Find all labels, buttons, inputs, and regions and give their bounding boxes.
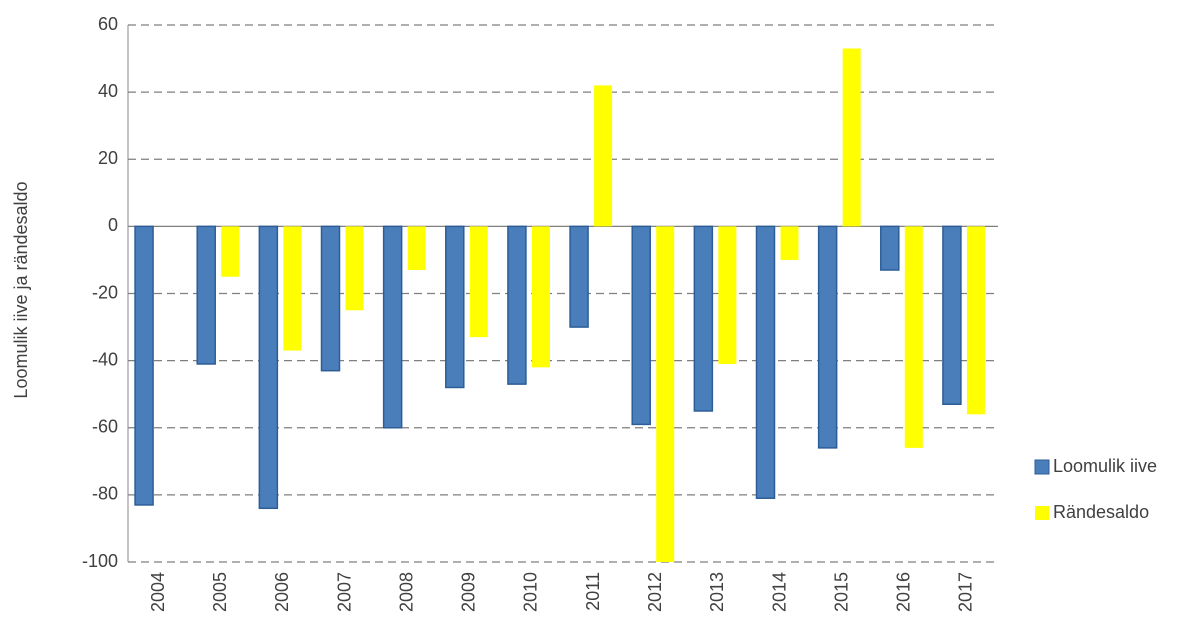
x-tick-label: 2007	[334, 572, 354, 612]
bar	[258, 225, 279, 510]
bar	[382, 225, 403, 429]
x-tick-label: 2005	[210, 572, 230, 612]
bar	[966, 226, 985, 415]
x-tick-label: 2012	[645, 572, 665, 612]
x-tick-label: 2016	[894, 572, 914, 612]
x-tick-label: 2006	[272, 572, 292, 612]
y-tick-label: 40	[98, 81, 118, 101]
y-tick-label: -80	[92, 484, 118, 504]
bar	[531, 226, 550, 368]
x-tick-label: 2015	[831, 572, 851, 612]
x-tick-label: 2014	[769, 572, 789, 612]
bar	[507, 225, 527, 385]
bar	[780, 226, 799, 260]
bar	[904, 226, 923, 448]
bar	[718, 226, 737, 364]
y-axis-label: Loomulik iive ja rändesaldo	[11, 181, 31, 398]
bar	[320, 225, 341, 372]
bar	[942, 225, 962, 406]
bar	[469, 226, 488, 338]
bar	[842, 48, 861, 227]
x-tick-label: 2010	[521, 572, 541, 612]
bar	[569, 225, 589, 328]
bar	[407, 226, 426, 271]
bar	[880, 225, 900, 271]
x-tick-label: 2009	[459, 572, 479, 612]
legend-swatch	[1035, 506, 1049, 520]
y-tick-label: -60	[92, 417, 118, 437]
bar	[345, 226, 364, 311]
bar	[631, 225, 651, 426]
bar	[134, 225, 154, 506]
x-tick-label: 2017	[956, 572, 976, 612]
bar	[656, 226, 675, 562]
y-tick-label: -40	[92, 349, 118, 369]
legend-label: Rändesaldo	[1053, 502, 1149, 522]
y-tick-label: 0	[108, 215, 118, 235]
bar	[693, 225, 714, 412]
x-tick-label: 2008	[396, 572, 416, 612]
x-tick-label: 2004	[148, 572, 168, 612]
y-tick-label: 20	[98, 148, 118, 168]
x-tick-label: 2011	[583, 572, 603, 611]
legend-label: Loomulik iive	[1053, 456, 1157, 476]
bar	[221, 226, 240, 277]
bar	[196, 225, 216, 365]
legend-swatch	[1034, 459, 1050, 475]
bar	[283, 226, 302, 351]
bar	[594, 85, 613, 227]
y-tick-label: 60	[98, 14, 118, 34]
bar	[755, 225, 776, 499]
y-tick-label: -20	[92, 282, 118, 302]
bar	[445, 225, 465, 389]
bar	[817, 225, 838, 449]
x-tick-label: 2013	[707, 572, 727, 612]
y-tick-label: -100	[82, 551, 118, 571]
